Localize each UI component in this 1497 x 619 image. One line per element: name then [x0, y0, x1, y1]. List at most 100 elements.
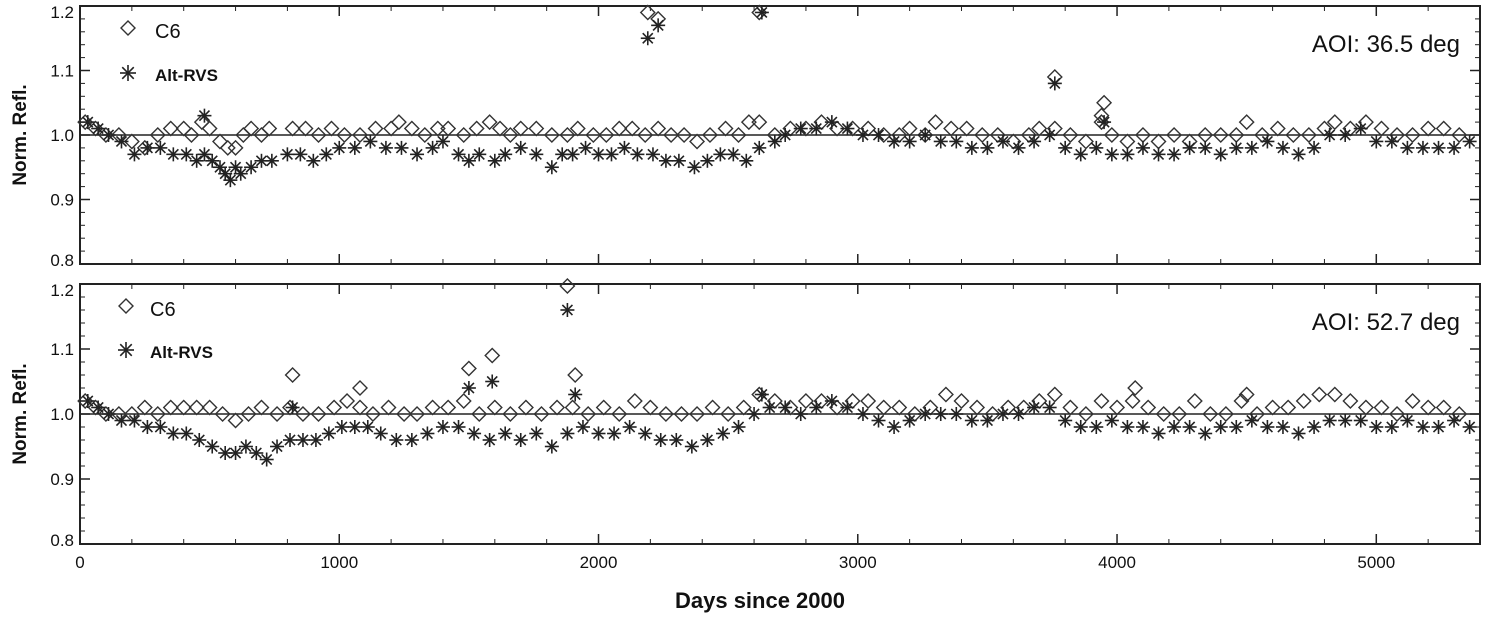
alt-rvs-point	[560, 426, 575, 441]
alt-rvs-point	[1244, 140, 1259, 155]
alt-rvs-point	[410, 147, 425, 162]
alt-rvs-point	[700, 153, 715, 168]
alt-rvs-point	[482, 433, 497, 447]
c6-point	[1093, 393, 1110, 409]
alt-rvs-point	[1353, 121, 1368, 136]
alt-rvs-point	[1198, 140, 1213, 155]
alt-rvs-point	[887, 420, 902, 434]
legend-label-alt-rvs: Alt-RVS	[150, 343, 213, 362]
alt-rvs-point	[1260, 134, 1275, 149]
x-tick-label: 2000	[580, 553, 618, 572]
alt-rvs-point	[529, 147, 544, 162]
c6-point	[484, 347, 501, 364]
c6-point	[1233, 393, 1250, 409]
data-points	[77, 4, 1477, 188]
c6-point	[1077, 406, 1094, 422]
alt-rvs-point	[205, 439, 220, 454]
alt-rvs-point	[638, 426, 653, 441]
c6-point	[201, 120, 218, 137]
alt-rvs-point	[1167, 420, 1182, 434]
alt-rvs-point	[153, 420, 168, 434]
alt-rvs-point	[306, 153, 321, 168]
alt-rvs-point	[1198, 426, 1213, 441]
alt-rvs-point	[840, 121, 855, 136]
alt-rvs-point	[218, 446, 233, 460]
c6-point	[569, 120, 586, 137]
alt-rvs-point	[1322, 413, 1337, 428]
alt-rvs-point	[192, 433, 207, 447]
y-axis-label: Norm. Refl.	[10, 363, 31, 464]
c6-point	[468, 120, 485, 137]
alt-rvs-point	[114, 413, 129, 428]
c6-point	[310, 406, 327, 422]
alt-rvs-point	[101, 407, 116, 421]
c6-point	[149, 127, 166, 143]
alt-rvs-point	[1058, 413, 1073, 428]
c6-point	[637, 127, 654, 143]
alt-rvs-point	[809, 400, 824, 415]
c6-point	[704, 399, 721, 416]
alt-rvs-point	[467, 426, 482, 441]
alt-rvs-point	[651, 18, 666, 33]
legend: C6 Alt-RVS	[120, 20, 218, 85]
legend-label-c6: C6	[155, 21, 181, 43]
c6-point	[1103, 127, 1120, 143]
c6-point	[1109, 399, 1126, 416]
c6-point	[797, 393, 814, 409]
c6-point	[1295, 393, 1312, 409]
alt-rvs-point	[617, 140, 632, 155]
alt-rvs-point	[1135, 140, 1150, 155]
c6-point	[1155, 406, 1172, 422]
c6-point	[663, 127, 680, 143]
c6-point	[1404, 393, 1421, 409]
alt-rvs-point	[1244, 413, 1259, 428]
c6-point	[598, 127, 615, 143]
alt-rvs-point	[824, 394, 839, 408]
alt-rvs-point	[658, 153, 673, 168]
c6-point	[416, 127, 433, 143]
c6-point	[1435, 120, 1452, 137]
c6-point	[183, 127, 200, 143]
alt-rvs-point	[713, 147, 728, 162]
alt-rvs-point	[1089, 420, 1104, 434]
alt-rvs-point	[319, 147, 334, 162]
alt-rvs-point	[778, 400, 793, 415]
alt-rvs-point	[1431, 140, 1446, 155]
alt-rvs-point	[731, 420, 746, 434]
alt-rvs-point	[855, 128, 870, 142]
alt-rvs-point	[1384, 420, 1399, 434]
alt-rvs-point	[1042, 128, 1057, 142]
alt-rvs-point	[244, 160, 259, 175]
alt-rvs-point	[179, 147, 194, 162]
panel-aoi-36: 0.8 0.9 1.0 1.1 1.2 Norm. Refl. AOI: 36.5 de…	[10, 3, 1481, 270]
c6-point	[958, 120, 975, 137]
alt-rvs-point	[394, 140, 409, 155]
c6-point	[543, 127, 560, 143]
alt-rvs-point	[754, 5, 769, 20]
c6-point	[1280, 399, 1297, 416]
c6-point	[740, 114, 757, 131]
c6-point	[1062, 399, 1079, 416]
c6-point	[269, 406, 286, 422]
c6-point	[533, 406, 550, 422]
c6-point	[352, 127, 368, 143]
x-tick-label: 4000	[1098, 553, 1136, 572]
y-axis: 0.8 0.9 1.0 1.1 1.2	[50, 3, 1480, 270]
c6-point	[502, 127, 519, 143]
alt-rvs-point	[1291, 426, 1306, 441]
c6-point	[219, 139, 236, 156]
alt-rvs-point	[824, 115, 839, 130]
alt-rvs-point	[918, 128, 933, 142]
c6-point	[1212, 127, 1229, 143]
c6-point	[352, 399, 368, 416]
legend-label-c6: C6	[150, 299, 176, 321]
y-tick-label: 0.9	[50, 470, 74, 489]
c6-point	[676, 127, 693, 143]
c6-point	[440, 120, 457, 137]
c6-point	[517, 399, 534, 416]
c6-point	[624, 120, 641, 137]
c6-point	[1326, 386, 1343, 403]
alt-rvs-point	[451, 147, 466, 162]
alt-rvs-point	[578, 140, 593, 155]
alt-rvs-point	[1275, 140, 1290, 155]
